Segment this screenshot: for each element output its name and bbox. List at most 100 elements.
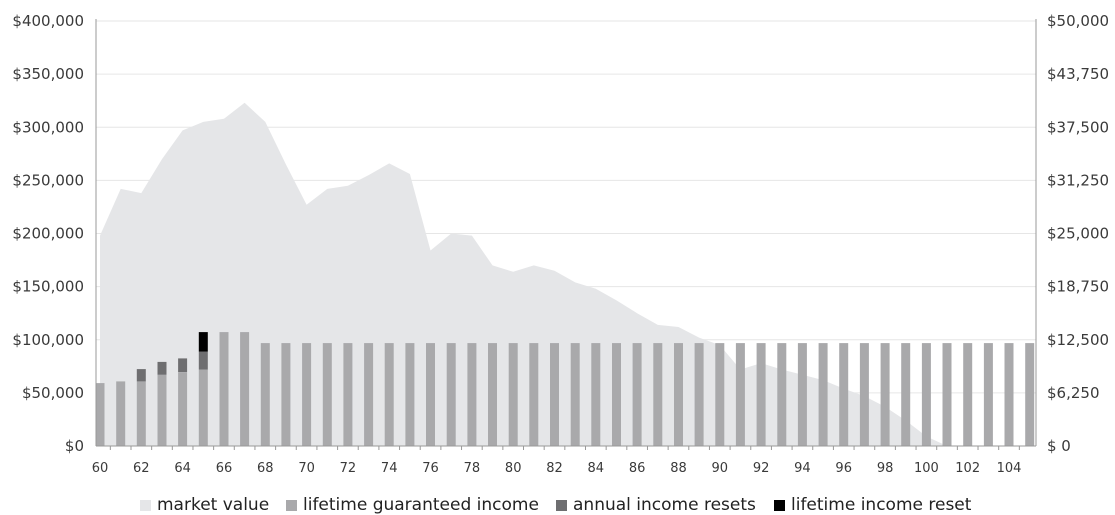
y-tick-label: $350,000 — [12, 65, 84, 83]
y2-tick-label: $ 0 — [1047, 437, 1071, 455]
guaranteed-income-bar — [550, 343, 559, 446]
guaranteed-income-bar — [591, 343, 601, 446]
y-tick-label: $50,000 — [22, 384, 84, 402]
guaranteed-income-bar — [281, 343, 291, 446]
y2-tick-label: $6,250 — [1047, 384, 1100, 402]
axes — [95, 19, 1037, 450]
x-tick-label: 98 — [877, 461, 894, 476]
y2-tick-label: $18,750 — [1047, 278, 1109, 296]
guaranteed-income-bar — [529, 343, 539, 446]
legend-label-annual-income-resets: annual income resets — [573, 495, 756, 515]
x-tick-label: 68 — [257, 461, 274, 476]
guaranteed-income-bar — [178, 372, 188, 446]
guaranteed-income-bar — [735, 343, 745, 446]
x-tick-label: 84 — [588, 461, 605, 476]
y-tick-label: $100,000 — [12, 331, 84, 349]
y2-tick-label: $37,500 — [1047, 118, 1109, 136]
guaranteed-income-bar — [343, 343, 353, 446]
x-tick-label: 80 — [505, 461, 522, 476]
legend-label-lifetime-income-reset: lifetime income reset — [791, 495, 972, 515]
guaranteed-income-bar — [446, 343, 456, 446]
guaranteed-income-bar — [426, 343, 435, 446]
x-tick-label: 96 — [835, 461, 852, 476]
guaranteed-income-bar — [674, 343, 683, 446]
guaranteed-income-bar — [240, 332, 250, 446]
y2-tick-label: $12,500 — [1047, 331, 1109, 349]
legend-swatch-annual-income-resets — [556, 499, 567, 511]
y-tick-label: $250,000 — [12, 171, 84, 189]
y-tick-label: $300,000 — [12, 118, 84, 136]
legend-swatch-lifetime-guaranteed-income — [286, 499, 297, 511]
guaranteed-income-bar — [136, 381, 146, 446]
legend-item-market-value: market value — [140, 495, 269, 515]
guaranteed-income-bar — [116, 381, 126, 446]
x-tick-label: 86 — [629, 461, 646, 476]
guaranteed-income-bar — [963, 343, 973, 446]
income-reset-bar — [178, 358, 188, 372]
guaranteed-income-bar — [880, 343, 890, 446]
x-tick-label: 74 — [381, 461, 398, 476]
guaranteed-income-bar — [467, 343, 477, 446]
x-tick-label: 82 — [546, 461, 563, 476]
guaranteed-income-bar — [384, 343, 394, 446]
x-tick-label: 88 — [670, 461, 687, 476]
y-tick-label: $0 — [65, 437, 84, 455]
income-reset-bar — [198, 351, 208, 370]
x-tick-label: 94 — [794, 461, 811, 476]
chart: $0 $50,000 $100,000 $150,000 $200,000 $250,00… — [12, 12, 1109, 476]
guaranteed-income-bar — [364, 343, 374, 446]
lifetime-reset-bar — [198, 332, 208, 352]
y2-tick-label: $25,000 — [1047, 225, 1109, 243]
guaranteed-income-bar — [488, 343, 497, 446]
x-tick-label: 72 — [340, 461, 357, 476]
legend-label-lifetime-guaranteed-income: lifetime guaranteed income — [303, 495, 539, 515]
guaranteed-income-bar — [508, 343, 518, 446]
guaranteed-income-bar — [322, 343, 332, 446]
guaranteed-income-bar — [777, 343, 787, 446]
guaranteed-income-bar — [1025, 343, 1035, 446]
income-bars-layer — [95, 332, 1035, 446]
guaranteed-income-bar — [983, 343, 993, 446]
guaranteed-income-bar — [157, 374, 167, 446]
legend-item-annual-income-resets: annual income resets — [556, 495, 756, 515]
guaranteed-income-bar — [942, 343, 952, 446]
guaranteed-income-bar — [260, 343, 270, 446]
income-reset-bar — [157, 361, 167, 375]
guaranteed-income-bar — [756, 343, 766, 446]
guaranteed-income-bar — [921, 343, 931, 446]
x-tick-label: 60 — [92, 461, 109, 476]
right-axis-tick-labels: $ 0 $6,250 $12,500 $18,750 $25,000 $31,250 $37… — [1047, 12, 1109, 455]
guaranteed-income-bar — [405, 343, 415, 446]
x-tick-label: 102 — [955, 461, 980, 476]
y-tick-label: $400,000 — [12, 12, 84, 30]
guaranteed-income-bar — [901, 343, 911, 446]
legend-swatch-market-value — [140, 499, 151, 511]
x-tick-label: 62 — [133, 461, 150, 476]
guaranteed-income-bar — [715, 343, 725, 446]
x-tick-label: 92 — [753, 461, 770, 476]
y2-tick-label: $50,000 — [1047, 12, 1109, 30]
x-tick-label: 64 — [174, 461, 191, 476]
x-tick-label: 78 — [464, 461, 481, 476]
x-tick-label: 70 — [298, 461, 315, 476]
legend-item-lifetime-income-reset: lifetime income reset — [774, 495, 971, 515]
guaranteed-income-bar — [818, 343, 828, 446]
market-value-area-layer — [100, 102, 1030, 447]
x-tick-label: 104 — [997, 461, 1022, 476]
guaranteed-income-bar — [797, 343, 807, 446]
guaranteed-income-bar — [839, 343, 849, 446]
x-tick-label: 76 — [422, 461, 439, 476]
guaranteed-income-bar — [632, 343, 642, 446]
guaranteed-income-bar — [570, 343, 580, 446]
guaranteed-income-bar — [612, 343, 621, 446]
guaranteed-income-bar — [1004, 343, 1014, 446]
guaranteed-income-bar — [302, 343, 312, 446]
market-value-area — [100, 102, 1030, 447]
x-tick-label: 100 — [914, 461, 939, 476]
x-tick-label: 66 — [216, 461, 233, 476]
y-tick-label: $200,000 — [12, 225, 84, 243]
x-axis-tick-labels: 60 62 64 66 68 70 72 74 76 78 80 82 84 86 88 90 92 94 96 98… — [92, 461, 1022, 476]
legend-swatch-lifetime-income-reset — [774, 499, 785, 511]
guaranteed-income-bar — [694, 343, 704, 446]
legend: market value lifetime guaranteed income … — [0, 495, 1115, 515]
